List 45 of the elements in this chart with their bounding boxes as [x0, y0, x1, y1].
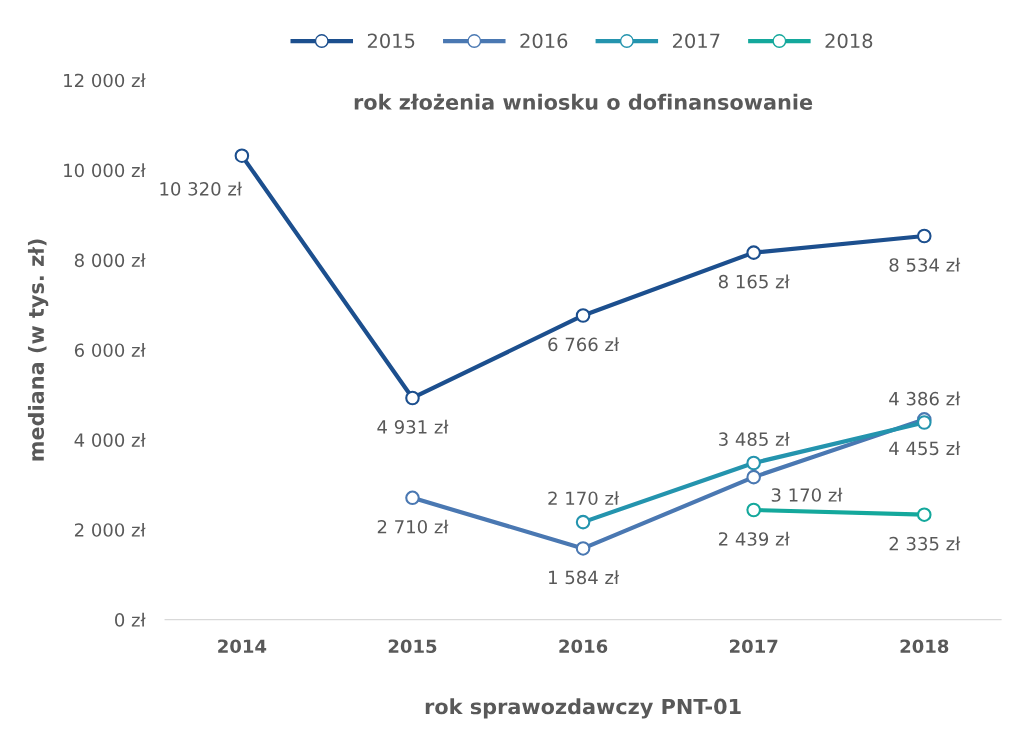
- data-label: 4 455 zł: [889, 441, 961, 456]
- data-label: 3 485 zł: [719, 432, 790, 446]
- point: [916, 507, 932, 522]
- point: [916, 228, 932, 244]
- data-label: 4 386 zł: [889, 391, 961, 406]
- data-label: 6 766 zł: [548, 337, 620, 352]
- data-label: 1 584 zł: [549, 570, 620, 585]
- data-label: 10 320 zł: [160, 181, 242, 196]
- point: [575, 514, 591, 530]
- data-label: 3 170 zł: [771, 487, 843, 502]
- data-label: 8 534 zł: [889, 257, 961, 272]
- x-tick-label: 2015: [388, 639, 437, 654]
- point: [575, 308, 591, 323]
- x-tick-label: 2018: [900, 639, 949, 654]
- text: rok złożenia wniosku o dofinansowanie: [354, 93, 813, 110]
- y-tick-label: 8 000 zł: [74, 253, 146, 268]
- y-tick-label: 10 000 zł: [64, 163, 146, 178]
- point: [575, 541, 591, 556]
- data-label: 2 439 zł: [718, 531, 790, 546]
- y-axis-title: mediana (w tys. zł): [27, 239, 49, 461]
- data-label: 2 710 zł: [377, 519, 449, 534]
- legend-label: 2016: [520, 33, 568, 49]
- data-label: 2 170 zł: [548, 491, 620, 506]
- point: [405, 490, 420, 506]
- y-tick-label: 2 000 zł: [74, 522, 146, 537]
- data-label: 2 335 zł: [889, 536, 961, 551]
- legend-label: 2015: [367, 33, 415, 49]
- y-tick-label: 4 000 zł: [74, 432, 146, 447]
- point: [746, 455, 761, 471]
- data-label: 4 931 zł: [377, 419, 449, 434]
- x-axis-title: rok sprawozdawczy PNT-01: [425, 698, 741, 719]
- x-tick-label: 2017: [729, 639, 778, 654]
- x-tick-label: 2014: [218, 639, 267, 654]
- x-tick-label: 2016: [559, 639, 608, 654]
- y-tick-label: 12 000 zł: [64, 73, 146, 88]
- legend-label: 2017: [672, 33, 720, 49]
- point: [746, 245, 761, 260]
- point: [405, 390, 420, 406]
- data-label: 8 165 zł: [718, 274, 790, 289]
- point: [746, 469, 761, 485]
- y-tick-label: 6 000 zł: [74, 343, 146, 358]
- y-tick-label: 0 zł: [115, 612, 146, 627]
- legend-label: 2018: [825, 33, 873, 49]
- point: [234, 148, 250, 163]
- point: [746, 502, 761, 518]
